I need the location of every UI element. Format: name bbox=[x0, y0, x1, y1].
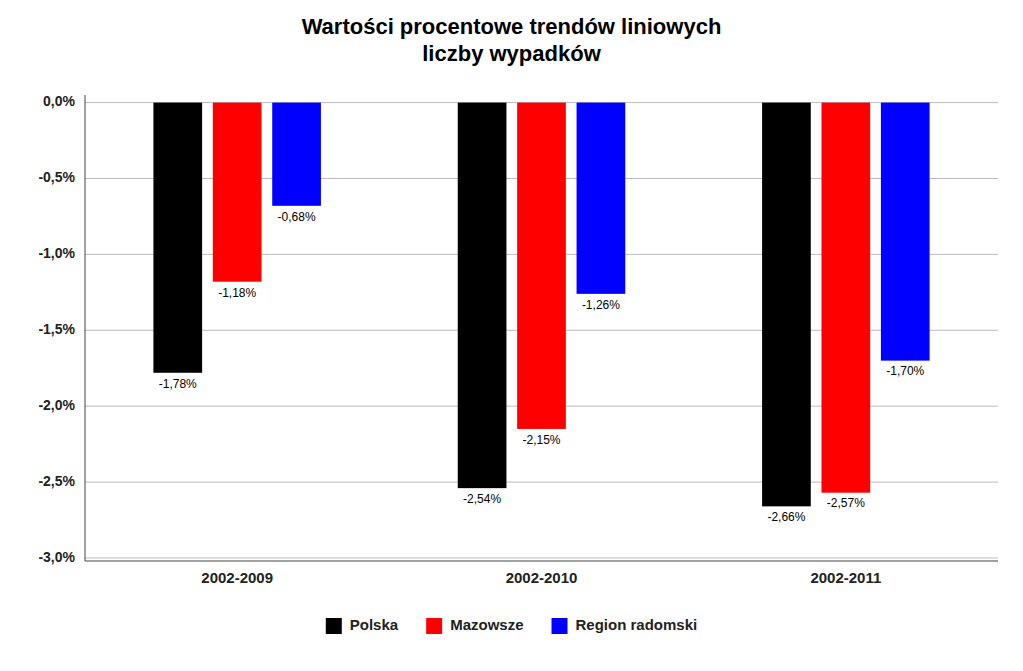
bar bbox=[213, 103, 262, 282]
y-tick-label: -1,5% bbox=[38, 321, 75, 337]
title: Wartości procentowe trendów liniowychlic… bbox=[302, 14, 722, 66]
title-line: Wartości procentowe trendów liniowych bbox=[302, 14, 722, 39]
legend: Polska Mazowsze Region radomski bbox=[326, 616, 697, 634]
y-tick-label: -0,5% bbox=[38, 169, 75, 185]
data-label: -1,78% bbox=[159, 377, 197, 391]
bars bbox=[153, 103, 929, 507]
legend-label: Region radomski bbox=[576, 616, 698, 633]
y-axis-line bbox=[85, 95, 86, 561]
bar bbox=[272, 103, 321, 206]
x-axis-line bbox=[85, 560, 998, 561]
data-label: -2,15% bbox=[522, 433, 560, 447]
bar bbox=[153, 103, 202, 373]
y-tick-label: -2,5% bbox=[38, 473, 75, 489]
x-axis: 2002-2009 2002-2010 2002-2011 bbox=[85, 561, 998, 586]
title-line: liczby wypadków bbox=[422, 41, 601, 66]
y-tick-label: -2,0% bbox=[38, 397, 75, 413]
data-label: -1,26% bbox=[582, 298, 620, 312]
x-tick-label: 2002-2009 bbox=[201, 569, 273, 586]
x-tick-label: 2002-2011 bbox=[810, 569, 881, 586]
data-label: -2,54% bbox=[463, 492, 501, 506]
legend-label: Polska bbox=[350, 616, 399, 633]
grid bbox=[85, 103, 998, 558]
data-label: -1,70% bbox=[886, 364, 924, 378]
y-tick-label: -1,0% bbox=[38, 245, 75, 261]
data-label: -2,66% bbox=[767, 510, 805, 524]
bar bbox=[821, 103, 870, 493]
bar bbox=[458, 103, 507, 489]
data-labels: -1,78% -2,54% -2,66% -1,18% -2,15% -2,57% -0,6… bbox=[159, 210, 925, 525]
legend-swatch bbox=[426, 618, 442, 634]
legend-swatch bbox=[552, 618, 568, 634]
bar bbox=[762, 103, 811, 507]
bar bbox=[517, 103, 566, 429]
data-label: -1,18% bbox=[218, 286, 256, 300]
data-label: -2,57% bbox=[827, 496, 865, 510]
legend-label: Mazowsze bbox=[450, 616, 523, 633]
legend-swatch bbox=[326, 618, 342, 634]
y-tick-label: 0,0% bbox=[43, 93, 75, 109]
bar bbox=[577, 103, 626, 294]
bar bbox=[881, 103, 930, 361]
y-tick-label: -3,0% bbox=[38, 549, 75, 565]
chart: Wartości procentowe trendów liniowychlic… bbox=[0, 0, 1023, 671]
x-tick-label: 2002-2010 bbox=[506, 569, 578, 586]
data-label: -0,68% bbox=[278, 210, 316, 224]
grid-line bbox=[85, 557, 998, 558]
y-axis: 0,0% -0,5% -1,0% -1,5% -2,0% -2,5% -3,0% bbox=[38, 93, 85, 564]
